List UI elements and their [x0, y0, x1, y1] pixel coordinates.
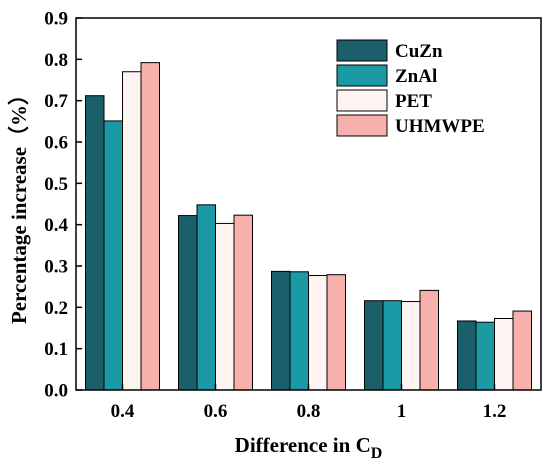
y-tick-label: 0.0 [44, 381, 68, 402]
bar-uhmwpe-1 [419, 289, 439, 391]
y-tick-label: 0.4 [44, 215, 68, 236]
y-tick-label: 0.5 [44, 174, 68, 195]
bar-pet-1.2 [494, 317, 514, 391]
bar-pet-0.4 [122, 71, 142, 391]
legend: CuZn ZnAl PET UHMWPE [336, 39, 485, 137]
x-tick-label: 0.4 [111, 401, 135, 422]
bar-cuzn-0.4 [85, 95, 105, 391]
bar-pet-1 [401, 301, 421, 391]
x-axis-title: Difference in CD [235, 433, 383, 462]
y-tick-label: 0.8 [44, 50, 68, 71]
bar-pet-0.8 [308, 275, 328, 391]
bar-znal-0.4 [103, 120, 123, 391]
y-tick-label: 0.7 [44, 91, 68, 112]
bar-cuzn-0.6 [178, 215, 198, 391]
bar-znal-0.8 [289, 271, 309, 391]
x-axis-title-main: Difference in C [235, 433, 371, 457]
legend-swatch-cuzn [336, 39, 388, 62]
bars-layer [85, 62, 532, 391]
legend-label-pet: PET [395, 91, 432, 112]
x-tick-label: 1.2 [483, 401, 507, 422]
x-axis-title-subscript: D [371, 445, 383, 462]
axes-layer: 0.0 0.1 0.2 0.3 0.4 0.5 0.6 0.7 0.8 0.9 0.4 0.6 0.8 1… [44, 9, 542, 422]
bar-znal-1.2 [475, 321, 495, 391]
legend-label-znal: ZnAl [395, 66, 437, 87]
y-axis-title: Percentage increase（%） [7, 84, 31, 324]
legend-label-uhmwpe: UHMWPE [395, 116, 485, 137]
x-tick-label: 1 [397, 401, 407, 422]
y-tick-label: 0.9 [44, 9, 68, 30]
y-tick-label: 0.2 [44, 298, 68, 319]
y-tick-label: 0.3 [44, 257, 68, 278]
bar-cuzn-1 [364, 300, 384, 391]
bar-cuzn-0.8 [271, 270, 291, 391]
x-tick-label: 0.6 [204, 401, 228, 422]
bar-uhmwpe-0.6 [233, 214, 253, 391]
bar-cuzn-1.2 [457, 320, 477, 391]
legend-swatch-uhmwpe [336, 114, 388, 137]
bar-znal-1 [382, 300, 402, 391]
legend-swatch-pet [336, 89, 388, 112]
bar-pet-0.6 [215, 222, 235, 391]
bar-uhmwpe-1.2 [512, 310, 532, 391]
bar-uhmwpe-0.8 [326, 274, 346, 391]
legend-label-cuzn: CuZn [395, 41, 443, 62]
bar-znal-0.6 [196, 204, 216, 391]
legend-swatch-znal [336, 64, 388, 87]
y-tick-label: 0.6 [44, 133, 68, 154]
y-tick-label: 0.1 [44, 339, 68, 360]
x-tick-label: 0.8 [297, 401, 321, 422]
bar-uhmwpe-0.4 [140, 62, 160, 391]
